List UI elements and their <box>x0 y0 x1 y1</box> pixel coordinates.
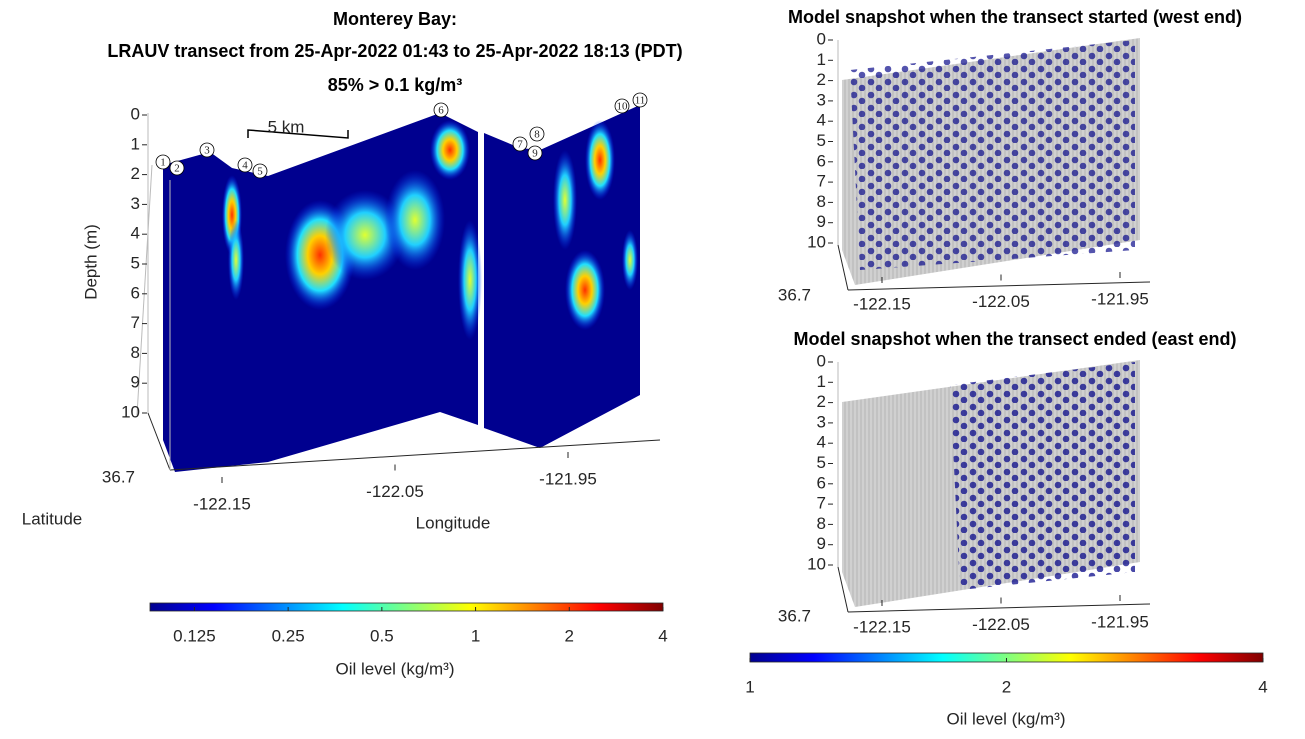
y-tick-label: 1 <box>131 134 140 153</box>
chart-title: Model snapshot when the transect started… <box>788 7 1242 27</box>
y-axis-label: Depth (m) <box>81 224 100 300</box>
waypoint-marker <box>527 145 543 161</box>
waypoint-marker <box>237 157 253 173</box>
y-tick-label: 7 <box>131 313 140 332</box>
x-tick-label: -122.05 <box>972 615 1030 634</box>
z-tick-label: 36.7 <box>102 467 135 486</box>
waypoint-label: 2 <box>174 163 180 175</box>
chart-title: Monterey Bay: <box>333 9 457 29</box>
z-tick-label: 36.7 <box>778 606 811 625</box>
colorbar-tick-label: 0.25 <box>272 626 305 645</box>
scale-bar-label: 5 km <box>268 117 305 136</box>
colorbar-tick-label: 1 <box>471 626 480 645</box>
y-tick-label: 4 <box>131 224 140 243</box>
y-tick-label: 2 <box>817 392 826 411</box>
y-tick-label: 9 <box>131 373 140 392</box>
y-tick-label: 2 <box>131 164 140 183</box>
waypoint-marker <box>252 163 268 179</box>
y-tick-label: 8 <box>817 514 826 533</box>
plot-art <box>136 38 1264 663</box>
waypoint-label: 5 <box>257 166 263 178</box>
waypoint-marker <box>169 160 185 176</box>
colorbar-tick-label: 1 <box>745 677 754 696</box>
waypoint-label: 10 <box>617 101 629 113</box>
x-tick-label: -122.15 <box>193 494 251 513</box>
x-tick-label: -122.15 <box>853 617 911 636</box>
colorbar-tick-label: 4 <box>1258 677 1267 696</box>
y-tick-label: 0 <box>817 29 826 48</box>
waypoint-marker <box>529 126 545 142</box>
colorbar-label: Oil level (kg/m³) <box>335 659 454 678</box>
waypoint-marker <box>512 136 528 152</box>
x-axis-label: Longitude <box>416 513 491 532</box>
waypoint-marker <box>199 142 215 158</box>
y-tick-label: 6 <box>817 151 826 170</box>
colorbar-tick-label: 4 <box>658 626 667 645</box>
z-tick-label: 36.7 <box>778 285 811 304</box>
x-tick-label: -122.05 <box>366 482 424 501</box>
y-tick-label: 5 <box>131 253 140 272</box>
waypoint-label: 11 <box>635 95 646 107</box>
x-tick-label: -121.95 <box>1091 289 1149 308</box>
waypoint-label: 7 <box>517 139 523 151</box>
y-tick-label: 10 <box>807 232 826 251</box>
y-tick-label: 7 <box>817 494 826 513</box>
y-tick-label: 1 <box>817 372 826 391</box>
y-tick-label: 6 <box>131 283 140 302</box>
y-tick-label: 2 <box>817 70 826 89</box>
colorbar-tick-label: 2 <box>565 626 574 645</box>
waypoint-label: 8 <box>534 129 540 141</box>
x-tick-label: -121.95 <box>539 469 597 488</box>
y-tick-label: 4 <box>817 111 826 130</box>
waypoint-marker <box>614 98 630 114</box>
colorbar-tick-label: 2 <box>1002 677 1011 696</box>
y-tick-label: 10 <box>121 402 140 421</box>
chart-title: Model snapshot when the transect ended (… <box>793 329 1236 349</box>
y-tick-label: 10 <box>807 554 826 573</box>
x-tick-label: -122.15 <box>853 294 911 313</box>
waypoint-label: 6 <box>438 105 444 117</box>
x-tick-label: -122.05 <box>972 292 1030 311</box>
colorbar-tick-label: 0.125 <box>173 626 216 645</box>
y-tick-label: 7 <box>817 172 826 191</box>
waypoint-marker <box>632 92 648 108</box>
waypoint-label: 1 <box>160 157 166 169</box>
y-tick-label: 0 <box>817 351 826 370</box>
waypoint-label: 9 <box>532 148 538 160</box>
colorbar-label: Oil level (kg/m³) <box>946 709 1065 728</box>
y-tick-label: 0 <box>131 104 140 123</box>
y-tick-label: 8 <box>817 192 826 211</box>
y-tick-label: 9 <box>817 212 826 231</box>
y-tick-label: 3 <box>817 90 826 109</box>
waypoint-label: 4 <box>242 160 248 172</box>
x-tick-label: -121.95 <box>1091 612 1149 631</box>
y-tick-label: 1 <box>817 50 826 69</box>
y-tick-label: 5 <box>817 131 826 150</box>
colorbar-tick-label: 0.5 <box>370 626 394 645</box>
y-tick-label: 9 <box>817 534 826 553</box>
y-tick-label: 5 <box>817 453 826 472</box>
chart-title: 85% > 0.1 kg/m³ <box>328 75 463 95</box>
y-tick-label: 3 <box>817 412 826 431</box>
z-axis-label: Latitude <box>22 509 83 528</box>
y-tick-label: 8 <box>131 343 140 362</box>
y-tick-label: 6 <box>817 473 826 492</box>
waypoint-marker <box>155 154 171 170</box>
chart-title: LRAUV transect from 25-Apr-2022 01:43 to… <box>107 41 682 61</box>
waypoint-label: 3 <box>204 145 210 157</box>
waypoint-marker <box>433 102 449 118</box>
y-tick-label: 3 <box>131 194 140 213</box>
y-tick-label: 4 <box>817 433 826 452</box>
